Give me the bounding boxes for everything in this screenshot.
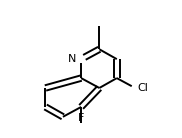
Text: F: F xyxy=(78,113,84,123)
Text: N: N xyxy=(68,54,77,64)
Text: Cl: Cl xyxy=(137,83,148,93)
